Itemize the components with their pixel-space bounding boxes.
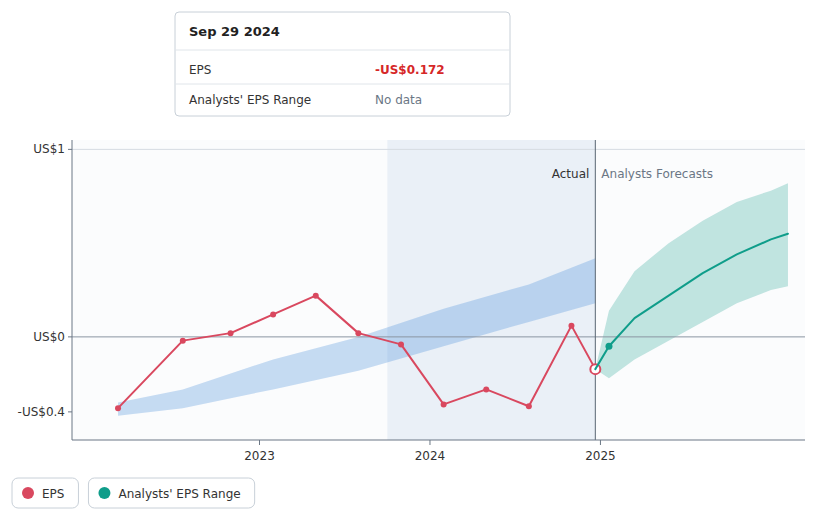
tooltip: Sep 29 2024 EPS -US$0.172 Analysts' EPS Ran… <box>175 12 510 116</box>
data-point <box>441 401 447 407</box>
tooltip-value: No data <box>375 93 422 107</box>
tooltip-label: EPS <box>189 63 211 77</box>
data-point <box>526 403 532 409</box>
reference-line <box>72 149 805 150</box>
data-point <box>313 293 319 299</box>
tooltip-value: -US$0.172 <box>375 63 445 77</box>
data-point <box>180 338 186 344</box>
x-tick <box>429 440 430 445</box>
tooltip-separator <box>175 84 510 85</box>
data-point <box>483 386 489 392</box>
chart: 2023 2024 2025 US$1 US$0 -US$0.4 Actual Analyst… <box>0 0 821 520</box>
y-axis-line <box>72 140 73 440</box>
annotation: Analysts Forecasts <box>601 167 713 181</box>
forecast-point <box>605 343 612 350</box>
data-point <box>355 330 361 336</box>
tooltip-box <box>175 12 510 116</box>
x-tick <box>259 440 260 445</box>
data-point <box>228 330 234 336</box>
legend-swatch <box>98 487 110 499</box>
y-tick-label: -US$0.4 <box>18 405 65 419</box>
y-tick <box>68 411 72 412</box>
x-tick-label: 2024 <box>415 449 446 463</box>
series-line <box>118 296 595 409</box>
y-tick <box>68 149 72 150</box>
x-tick-label: 2023 <box>244 449 275 463</box>
series-line <box>595 234 788 369</box>
reference-line <box>72 336 805 337</box>
data-point <box>115 405 121 411</box>
tooltip-label: Analysts' EPS Range <box>189 93 311 107</box>
x-axis-line <box>72 440 805 441</box>
divider-line <box>595 140 596 440</box>
tooltip-title: Sep 29 2024 <box>189 24 280 39</box>
data-point <box>568 323 574 329</box>
annotation: Actual <box>552 167 590 181</box>
data-point <box>270 311 276 317</box>
legend-item[interactable]: EPS <box>12 478 78 508</box>
legend-label: Analysts' EPS Range <box>118 487 240 501</box>
plot-area <box>72 140 805 440</box>
legend-button[interactable] <box>12 478 78 508</box>
legend-button[interactable] <box>88 478 254 508</box>
tooltip-separator <box>175 50 510 51</box>
x-tick-label: 2025 <box>585 449 616 463</box>
data-point <box>398 341 404 347</box>
plot-marks <box>72 140 805 440</box>
forecast-band <box>595 183 788 378</box>
legend-swatch <box>22 487 34 499</box>
x-tick <box>600 440 601 445</box>
legend-label: EPS <box>42 487 64 501</box>
y-tick-label: US$1 <box>33 142 65 156</box>
legend-item[interactable]: Analysts' EPS Range <box>88 478 254 508</box>
y-tick-label: US$0 <box>33 330 65 344</box>
y-tick <box>68 336 72 337</box>
